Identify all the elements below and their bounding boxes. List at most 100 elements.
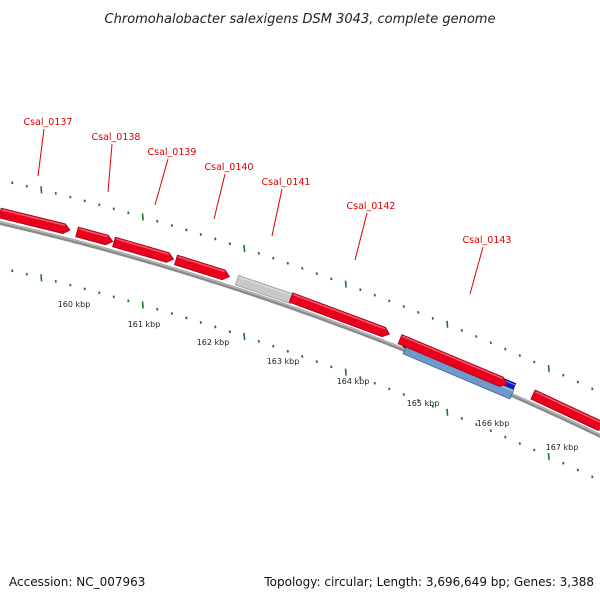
minor-tick — [11, 269, 14, 273]
kbp-label-layer: 160 kbp 161 kbp 162 kbp 163 kbp 164 kbp 165 k… — [58, 300, 579, 452]
minor-tick — [533, 448, 536, 452]
minor-tick — [460, 328, 463, 332]
gene-leader-line — [469, 246, 484, 295]
gene-leader-line — [37, 128, 45, 177]
gene-Csal_0137 — [0, 207, 71, 234]
minor-tick — [475, 335, 478, 338]
kbp-label: 160 kbp — [58, 300, 91, 309]
gene-leader-line — [271, 188, 283, 237]
minor-tick — [431, 316, 434, 320]
minor-tick — [504, 435, 507, 439]
minor-tick — [301, 354, 304, 358]
gene-Csal_0138 — [75, 226, 114, 246]
gene-label: Csal_0142 — [347, 201, 396, 212]
tick-row-lower — [11, 269, 594, 479]
minor-tick — [402, 393, 405, 397]
minor-tick — [591, 387, 594, 391]
minor-tick — [359, 288, 362, 292]
minor-tick — [301, 266, 304, 270]
minor-tick — [373, 381, 376, 385]
gene-Csal_0140 — [173, 254, 231, 281]
gene-label: Csal_0138 — [92, 132, 141, 143]
major-tick — [141, 213, 144, 221]
gene-leader-line — [154, 158, 169, 206]
minor-tick — [460, 416, 463, 420]
minor-tick — [315, 360, 318, 363]
minor-tick — [228, 242, 231, 246]
minor-tick — [112, 207, 115, 211]
minor-tick — [576, 380, 579, 384]
minor-tick — [417, 310, 420, 314]
minor-tick — [315, 272, 318, 275]
minor-tick — [98, 203, 101, 207]
minor-tick — [257, 251, 260, 255]
major-tick — [141, 301, 144, 309]
minor-tick — [83, 287, 86, 291]
minor-tick — [11, 181, 14, 185]
minor-tick — [518, 354, 521, 357]
minor-tick — [185, 316, 188, 320]
kbp-label: 167 kbp — [546, 443, 579, 452]
major-tick — [344, 368, 347, 376]
minor-tick — [170, 312, 173, 315]
major-tick — [446, 408, 449, 416]
gene-label: Csal_0139 — [148, 147, 197, 158]
minor-tick — [98, 291, 101, 295]
minor-tick — [417, 398, 420, 402]
minor-tick — [83, 199, 86, 203]
gene-label: Csal_0137 — [24, 117, 73, 128]
kbp-label: 161 kbp — [128, 320, 161, 329]
gene-unlabeled — [530, 389, 600, 431]
minor-tick — [359, 376, 362, 380]
minor-tick — [402, 305, 405, 309]
minor-tick — [156, 307, 159, 311]
minor-tick — [286, 261, 289, 265]
gene-unlabeled — [397, 334, 508, 387]
gene-leader-line — [213, 173, 226, 220]
major-tick — [40, 186, 43, 194]
minor-tick — [562, 461, 565, 465]
minor-tick — [272, 256, 275, 260]
major-tick — [547, 365, 550, 373]
minor-tick — [54, 279, 57, 283]
minor-tick — [591, 475, 594, 479]
minor-tick — [199, 233, 202, 236]
minor-tick — [272, 344, 275, 348]
minor-tick — [214, 237, 217, 241]
accession-text: Accession: NC_007963 — [9, 575, 145, 589]
minor-tick — [112, 295, 115, 299]
gene-label: Csal_0140 — [205, 162, 254, 173]
genome-backbone-highlight — [0, 221, 600, 436]
minor-tick — [504, 347, 507, 351]
backbone-layer — [0, 220, 600, 438]
minor-tick — [228, 330, 231, 334]
minor-tick — [388, 387, 391, 391]
kbp-label: 164 kbp — [337, 377, 370, 386]
kbp-label: 163 kbp — [267, 357, 300, 366]
gene-label: Csal_0141 — [262, 177, 311, 188]
map-title: Chromohalobacter salexigens DSM 3043, co… — [105, 12, 496, 27]
minor-tick — [199, 321, 202, 324]
gene-Csal_0142 — [288, 292, 390, 338]
minor-tick — [475, 423, 478, 426]
minor-tick — [170, 224, 173, 227]
tick-row-upper — [11, 181, 594, 391]
gene-label-layer: Csal_0137 Csal_0138 Csal_0139 Csal_0140 Csal… — [24, 117, 512, 295]
minor-tick — [533, 360, 536, 364]
kbp-label: 166 kbp — [477, 419, 510, 428]
gene-leader-line — [107, 143, 113, 193]
minor-tick — [431, 404, 434, 408]
minor-tick — [54, 191, 57, 195]
major-tick — [243, 244, 246, 253]
minor-tick — [69, 195, 72, 199]
major-tick — [446, 320, 449, 328]
genome-backbone — [0, 220, 600, 438]
gene-label: Csal_0143 — [463, 235, 512, 246]
minor-tick — [576, 468, 579, 472]
minor-tick — [156, 219, 159, 223]
minor-tick — [25, 184, 28, 188]
minor-tick — [330, 277, 333, 281]
genome-summary-text: Topology: circular; Length: 3,696,649 bp… — [263, 575, 594, 589]
minor-tick — [388, 299, 391, 303]
